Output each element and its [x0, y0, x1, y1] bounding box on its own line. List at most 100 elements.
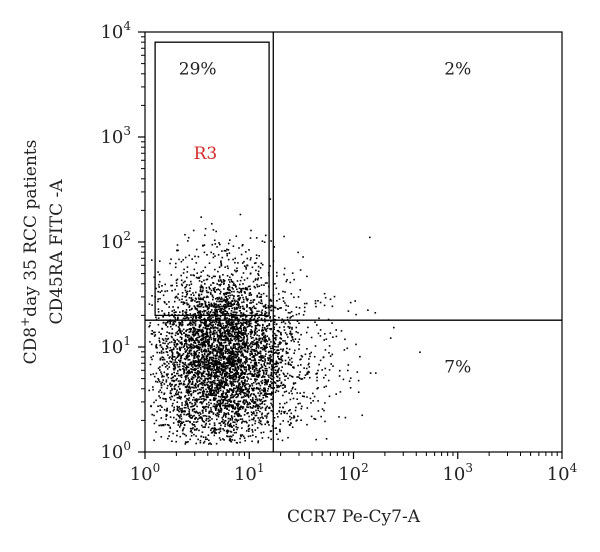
data-point: [237, 407, 239, 410]
data-point: [263, 364, 266, 367]
data-point: [157, 311, 160, 313]
data-point: [165, 303, 168, 305]
data-point: [223, 282, 225, 284]
data-point: [225, 299, 227, 301]
data-point: [261, 437, 264, 439]
data-point: [284, 363, 287, 365]
data-point: [193, 361, 196, 364]
data-point: [221, 350, 224, 352]
data-point: [236, 428, 238, 431]
data-point: [213, 339, 215, 341]
data-point: [236, 327, 238, 330]
data-point: [207, 291, 210, 294]
data-point: [238, 406, 241, 409]
data-point: [165, 340, 168, 342]
data-point: [200, 378, 203, 380]
data-point: [183, 406, 186, 409]
data-point: [244, 384, 247, 387]
data-point: [225, 321, 227, 323]
data-point: [167, 343, 169, 345]
data-point: [308, 353, 311, 355]
data-point: [215, 387, 218, 389]
data-point: [275, 338, 277, 341]
data-point: [201, 431, 204, 433]
data-point: [190, 300, 192, 302]
data-point: [221, 311, 224, 313]
data-point: [268, 323, 271, 325]
data-point: [190, 293, 192, 296]
data-point: [221, 363, 224, 365]
data-point: [226, 390, 229, 393]
data-point: [186, 324, 189, 326]
data-point: [269, 384, 272, 386]
data-point: [169, 323, 171, 325]
data-point: [304, 353, 307, 356]
data-point: [264, 315, 266, 318]
data-point: [176, 401, 179, 403]
data-point: [231, 364, 233, 366]
data-point: [239, 316, 242, 318]
data-point: [236, 351, 239, 353]
data-point: [191, 363, 194, 366]
data-point: [199, 401, 201, 404]
data-point: [263, 389, 265, 392]
data-point: [264, 390, 266, 393]
data-point: [322, 356, 325, 359]
data-point: [178, 346, 181, 349]
data-point: [191, 307, 193, 310]
data-point: [244, 395, 247, 397]
data-point: [252, 382, 255, 384]
data-point: [211, 363, 213, 365]
data-point: [214, 364, 217, 366]
data-point: [331, 305, 334, 308]
data-point: [230, 334, 233, 336]
data-point: [221, 332, 224, 335]
data-point: [195, 291, 197, 294]
data-point: [203, 310, 205, 313]
data-point: [209, 336, 211, 339]
data-point: [242, 312, 245, 315]
data-point: [248, 307, 251, 309]
data-point: [306, 396, 308, 398]
data-point: [231, 317, 233, 319]
data-point: [195, 317, 197, 320]
data-point: [217, 377, 219, 380]
data-point: [216, 313, 219, 315]
data-point: [255, 349, 258, 352]
data-point: [212, 430, 215, 433]
data-point: [210, 293, 212, 295]
data-point: [163, 371, 166, 374]
data-point: [199, 441, 202, 444]
data-point: [209, 346, 212, 349]
data-point: [213, 376, 216, 378]
data-point: [215, 403, 217, 406]
data-point: [226, 248, 228, 251]
data-point: [215, 361, 217, 364]
data-point: [270, 347, 272, 350]
data-point: [218, 266, 221, 268]
data-point: [269, 374, 272, 377]
data-point: [200, 316, 203, 318]
data-point: [277, 385, 279, 387]
data-point: [198, 343, 200, 345]
data-point: [257, 417, 259, 419]
data-point: [245, 400, 247, 403]
data-point: [197, 384, 199, 387]
data-point: [220, 350, 223, 352]
data-point: [218, 331, 221, 333]
data-point: [198, 364, 200, 366]
data-point: [280, 382, 283, 385]
data-point: [255, 237, 258, 239]
data-point: [198, 298, 200, 301]
data-point: [159, 409, 161, 411]
data-point: [184, 286, 186, 289]
data-point: [246, 376, 248, 378]
data-point: [242, 287, 245, 290]
data-point: [226, 435, 228, 437]
data-point: [168, 301, 170, 303]
data-point: [206, 325, 208, 328]
data-point: [174, 318, 177, 321]
data-point: [159, 341, 161, 343]
data-point: [198, 347, 201, 350]
data-point: [176, 405, 178, 408]
